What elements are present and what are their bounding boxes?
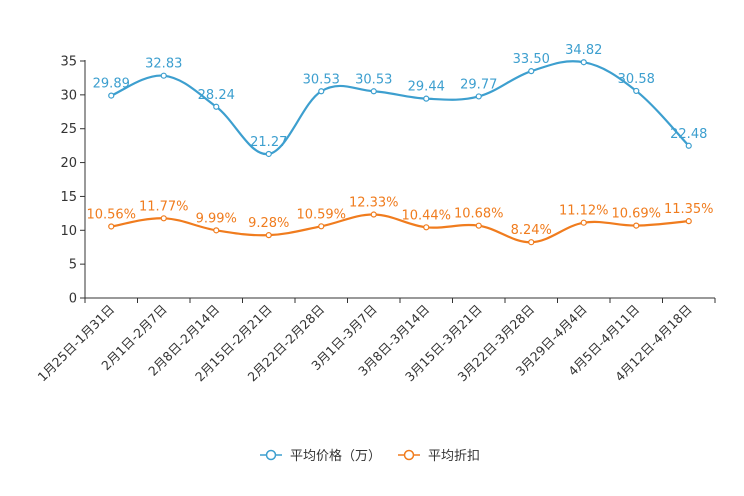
data-label: 8.24% <box>511 223 552 238</box>
data-label: 29.44 <box>408 80 445 95</box>
data-label: 28.24 <box>198 88 235 103</box>
legend-item-price[interactable]: 平均价格（万） <box>260 448 381 464</box>
data-label: 10.69% <box>611 207 661 222</box>
data-point <box>318 223 325 230</box>
data-point <box>213 227 220 234</box>
data-label: 10.56% <box>86 207 136 222</box>
y-tick-label: 10 <box>60 224 77 239</box>
data-label: 33.50 <box>513 52 550 67</box>
data-point <box>423 95 430 102</box>
data-point <box>213 103 220 110</box>
data-point <box>528 68 535 75</box>
data-point <box>633 87 640 95</box>
series-layer: 29.89 32.83 28.24 21.27 30.53 30.53 29.44 29.77… <box>86 43 714 246</box>
data-label: 11.35% <box>664 202 714 217</box>
legend: 平均价格（万） 平均折扣 <box>260 448 480 464</box>
data-label: 10.59% <box>296 207 346 222</box>
series-discount: 10.56%11.77% 9.99% 9.28% 10.59%12.33%10.44%… <box>86 196 714 246</box>
data-label: 11.12% <box>559 204 609 219</box>
series-price: 29.89 32.83 28.24 21.27 30.53 30.53 29.44 29.77… <box>93 43 707 158</box>
data-point <box>160 72 167 79</box>
data-label: 9.28% <box>248 216 289 231</box>
data-label: 32.83 <box>145 57 182 72</box>
data-point <box>318 88 325 95</box>
data-label: 30.58 <box>618 72 655 87</box>
y-tick-label: 5 <box>69 258 77 273</box>
data-point <box>265 232 272 239</box>
data-point <box>685 218 692 225</box>
y-tick-label: 25 <box>60 122 77 137</box>
data-point <box>475 93 482 100</box>
legend-discount-marker-icon <box>403 449 415 461</box>
x-tick-label: 1月25日-1月31日 <box>34 302 117 385</box>
data-point <box>370 88 377 95</box>
data-label: 29.77 <box>460 77 497 92</box>
y-tick-label: 20 <box>60 156 77 171</box>
series-line <box>111 213 689 244</box>
data-point <box>580 219 587 226</box>
legend-discount-label: 平均折扣 <box>428 449 480 464</box>
data-point <box>633 222 640 229</box>
data-label: 10.44% <box>401 208 451 223</box>
data-label: 34.82 <box>565 43 602 58</box>
x-axis: 1月25日-1月31日2月1日-2月7日2月8日-2月14日2月15日-2月21… <box>34 297 716 385</box>
data-point <box>108 223 115 230</box>
data-point <box>580 59 587 66</box>
data-point <box>528 239 535 246</box>
data-label: 30.53 <box>355 72 392 87</box>
data-label: 9.99% <box>196 211 237 226</box>
y-tick-label: 0 <box>69 292 77 307</box>
data-point <box>685 142 692 149</box>
data-point <box>265 150 272 158</box>
data-point <box>475 222 482 229</box>
data-label: 11.77% <box>139 199 189 214</box>
legend-price-label: 平均价格（万） <box>290 448 381 464</box>
y-tick-label: 30 <box>60 88 77 103</box>
legend-price-marker-icon <box>265 449 277 461</box>
data-point <box>423 224 430 231</box>
data-label: 10.68% <box>454 207 504 222</box>
y-tick-label: 15 <box>60 190 77 205</box>
data-label: 30.53 <box>303 72 340 87</box>
data-label: 22.48 <box>670 127 707 142</box>
data-point <box>370 211 377 218</box>
data-label: 12.33% <box>349 196 399 211</box>
data-point <box>108 92 115 99</box>
data-label: 29.89 <box>93 77 130 92</box>
data-label: 21.27 <box>250 135 287 150</box>
legend-item-discount[interactable]: 平均折扣 <box>398 449 480 464</box>
series-line <box>110 60 690 156</box>
y-tick-label: 35 <box>60 55 77 70</box>
data-point <box>160 215 167 222</box>
y-axis: 0 5 10 15 20 25 30 35 <box>60 55 86 307</box>
